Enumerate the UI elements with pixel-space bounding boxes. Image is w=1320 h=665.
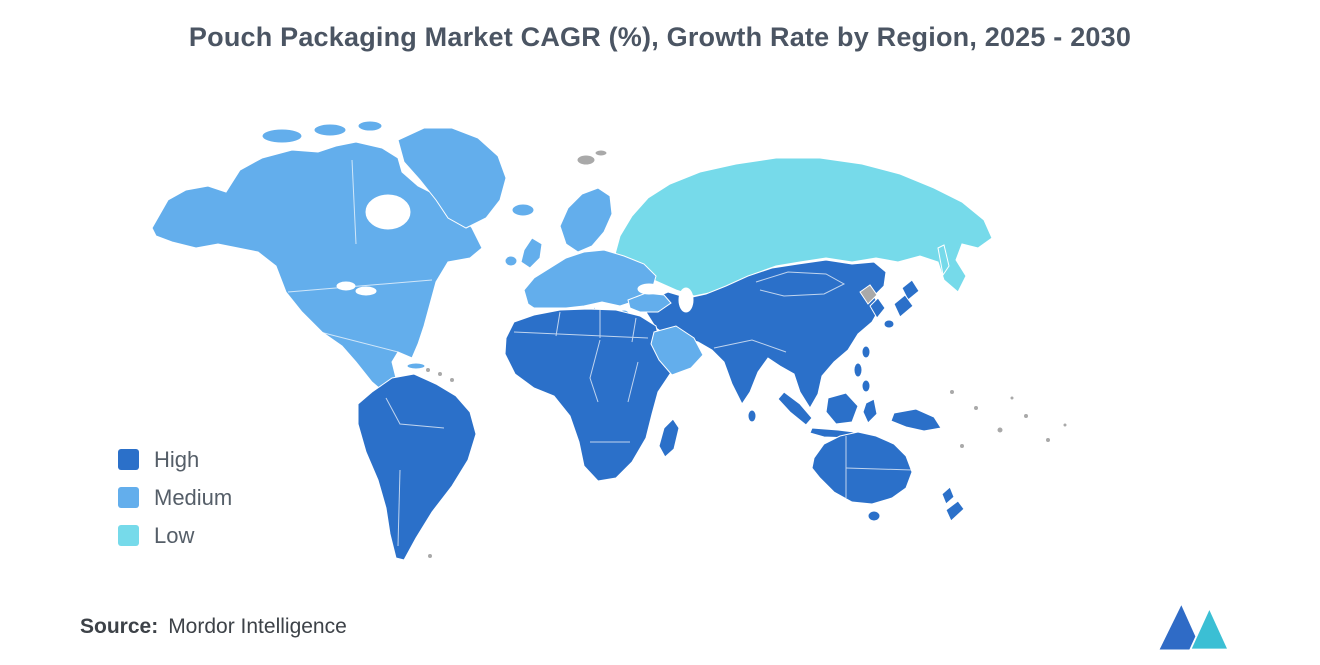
legend-label-medium: Medium — [154, 485, 233, 510]
country-borders — [287, 159, 913, 547]
mordor-intelligence-logo — [1159, 605, 1230, 651]
legend-swatch-low — [118, 525, 139, 546]
legend: High Medium Low — [118, 447, 233, 548]
legend-label-low: Low — [154, 523, 195, 548]
region-asia — [645, 259, 942, 439]
no-data-islands — [425, 149, 1068, 559]
source-line: Source: Mordor Intelligence — [80, 615, 347, 639]
region-europe — [504, 187, 657, 332]
legend-item-medium: Medium — [118, 485, 233, 510]
logo-left-peak — [1159, 605, 1202, 650]
logo-right-peak — [1188, 605, 1230, 651]
region-africa — [504, 308, 689, 482]
source-label: Source: — [80, 615, 159, 638]
legend-label-high: High — [154, 447, 200, 472]
region-oceania — [811, 431, 965, 522]
legend-swatch-medium — [118, 487, 139, 508]
source-value: Mordor Intelligence — [168, 615, 347, 638]
region-greenland — [397, 127, 507, 229]
legend-swatch-high — [118, 449, 139, 470]
legend-item-high: High — [118, 447, 232, 472]
region-middle-east — [627, 292, 704, 376]
chart-title: Pouch Packaging Market CAGR (%), Growth … — [188, 22, 1132, 52]
region-south-america — [357, 373, 477, 561]
legend-item-low: Low — [118, 523, 232, 548]
